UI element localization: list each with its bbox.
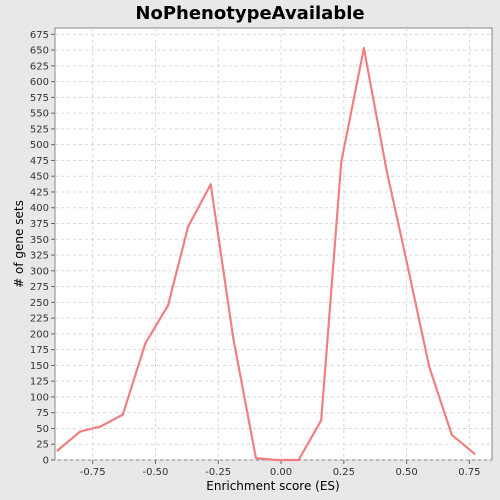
y-tick-label: 100 bbox=[30, 392, 49, 403]
data-point bbox=[473, 452, 476, 455]
y-tick-label: 525 bbox=[30, 124, 49, 135]
y-tick-label: 500 bbox=[30, 140, 49, 151]
y-axis-title: # of gene sets bbox=[12, 200, 26, 288]
data-point bbox=[99, 425, 102, 428]
grid-layer bbox=[55, 28, 492, 461]
x-tick-label: -0.50 bbox=[143, 467, 169, 478]
y-tick-label: 650 bbox=[30, 46, 49, 57]
y-tick-label: 225 bbox=[30, 314, 49, 325]
axes-layer: 0 25 50 75 100 125 150 175 200 225 250 275 300 325 350… bbox=[30, 30, 481, 478]
chart-title: NoPhenotypeAvailable bbox=[135, 3, 364, 24]
y-tick-label: 350 bbox=[30, 235, 49, 246]
series-line bbox=[56, 47, 476, 462]
data-point bbox=[79, 430, 82, 433]
y-tick-label: 250 bbox=[30, 298, 49, 309]
y-tick-label: 50 bbox=[36, 424, 49, 435]
y-tick-label: 125 bbox=[30, 377, 49, 388]
data-point bbox=[405, 260, 408, 263]
series-layer bbox=[56, 47, 476, 462]
data-point bbox=[166, 304, 170, 307]
y-tick-label: 675 bbox=[30, 30, 49, 41]
x-tick-label: 0.00 bbox=[270, 467, 292, 478]
data-point bbox=[187, 225, 190, 228]
y-tick-label: 175 bbox=[30, 345, 49, 356]
data-point bbox=[274, 458, 278, 462]
y-tick-label: 475 bbox=[30, 156, 49, 167]
y-tick-label: 600 bbox=[30, 77, 49, 88]
y-tick-label: 450 bbox=[30, 172, 49, 183]
y-tick-label: 625 bbox=[30, 61, 49, 72]
y-tick-label: 425 bbox=[30, 187, 49, 198]
data-point bbox=[121, 413, 124, 416]
data-point bbox=[428, 365, 431, 368]
y-tick-label: 75 bbox=[36, 408, 49, 419]
y-tick-label: 400 bbox=[30, 203, 49, 214]
x-tick-label: -0.75 bbox=[80, 467, 106, 478]
data-point bbox=[254, 457, 258, 460]
data-point bbox=[144, 342, 147, 345]
y-tick-label: 575 bbox=[30, 93, 49, 104]
y-tick-label: 275 bbox=[30, 282, 49, 293]
data-point bbox=[385, 168, 388, 171]
data-point bbox=[450, 433, 453, 436]
y-tick-label: 375 bbox=[30, 219, 49, 230]
y-tick-label: 25 bbox=[36, 440, 49, 451]
x-tick-label: 0.75 bbox=[458, 467, 480, 478]
x-axis-title: Enrichment score (ES) bbox=[206, 479, 339, 493]
y-tick-label: 200 bbox=[30, 329, 49, 340]
y-tick-label: 0 bbox=[43, 456, 49, 467]
y-tick-label: 150 bbox=[30, 361, 49, 372]
data-point bbox=[209, 183, 212, 186]
data-point bbox=[340, 160, 343, 163]
data-point bbox=[297, 458, 300, 462]
data-point bbox=[362, 47, 366, 50]
y-tick-label: 550 bbox=[30, 109, 49, 120]
y-tick-label: 300 bbox=[30, 266, 49, 277]
data-point bbox=[56, 449, 59, 452]
data-point bbox=[320, 419, 323, 422]
plot-area bbox=[54, 27, 493, 461]
x-tick-label: -0.25 bbox=[205, 467, 231, 478]
x-tick-label: 0.25 bbox=[333, 467, 355, 478]
y-tick-label: 325 bbox=[30, 251, 49, 262]
data-point bbox=[232, 337, 235, 340]
x-tick-label: 0.50 bbox=[395, 467, 417, 478]
